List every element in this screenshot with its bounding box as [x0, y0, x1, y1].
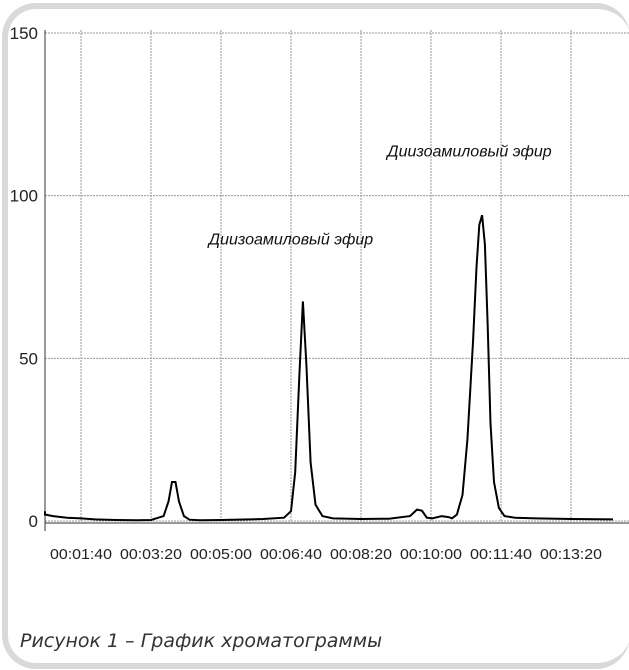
x-tick-label-00:13:20: 00:13:20: [540, 546, 602, 563]
figure-frame: [2, 3, 629, 669]
chromatogram-chart: 0 50 100 150 00:01:40 00:03:20 00:05:00 00:06:…: [10, 24, 629, 563]
annotation-label-1: Диизоамиловый эфир: [207, 231, 374, 248]
y-tick-labels: 0 50 100 150: [10, 24, 38, 531]
x-tick-labels: 00:01:40 00:03:20 00:05:00 00:06:40 00:08:20…: [50, 546, 602, 563]
y-tick-label-150: 150: [10, 24, 38, 43]
x-tick-label-00:01:40: 00:01:40: [50, 546, 112, 563]
grid-lines: [45, 30, 629, 522]
axes: [44, 30, 629, 531]
x-tick-label-00:11:40: 00:11:40: [470, 546, 532, 563]
peak-annotations: Диизоамиловый эфир Диизоамиловый эфир: [207, 144, 552, 249]
x-tick-label-00:08:20: 00:08:20: [330, 546, 392, 563]
y-tick-label-100: 100: [10, 187, 38, 206]
y-tick-label-0: 0: [29, 512, 38, 531]
chromatogram-line: [44, 214, 614, 522]
y-tick-label-50: 50: [19, 349, 38, 368]
annotation-label-2: Диизоамиловый эфир: [385, 144, 552, 161]
x-tick-label-00:03:20: 00:03:20: [120, 546, 182, 563]
x-tick-label-00:10:00: 00:10:00: [400, 546, 462, 563]
x-tick-label-00:06:40: 00:06:40: [260, 546, 322, 563]
figure-caption: Рисунок 1 – График хроматограммы: [20, 630, 383, 652]
x-tick-label-00:05:00: 00:05:00: [190, 546, 252, 563]
